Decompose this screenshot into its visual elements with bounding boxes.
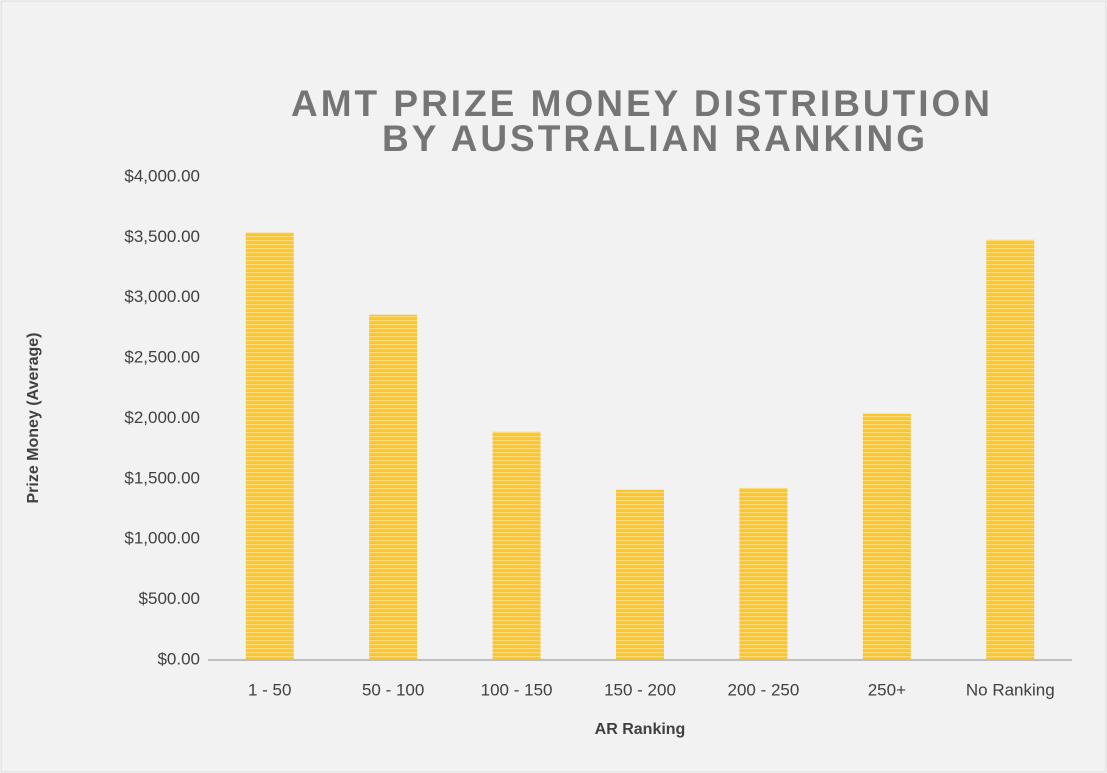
x-tick-label: 150 - 200 — [604, 680, 676, 699]
y-tick-label: $1,500.00 — [124, 468, 200, 487]
bar — [986, 239, 1035, 661]
x-tick-label: 1 - 50 — [248, 680, 291, 699]
x-axis-title: AR Ranking — [595, 721, 686, 738]
y-tick-label: $2,000.00 — [124, 408, 200, 427]
y-axis-title: Prize Money (Average) — [25, 332, 42, 503]
x-tick-label: 200 - 250 — [728, 680, 800, 699]
x-tick-label: 50 - 100 — [362, 680, 424, 699]
y-tick-label: $1,000.00 — [124, 529, 200, 548]
bar — [245, 232, 294, 661]
x-tick-label: 100 - 150 — [481, 680, 553, 699]
chart-title: BY AUSTRALIAN RANKING — [382, 118, 928, 159]
x-tick-label: No Ranking — [966, 680, 1055, 699]
y-tick-label: $4,000.00 — [124, 166, 200, 185]
bar — [739, 487, 788, 660]
y-tick-label: $2,500.00 — [124, 348, 200, 367]
bar — [492, 431, 541, 660]
bar — [862, 413, 911, 660]
y-tick-label: $3,500.00 — [124, 227, 200, 246]
x-tick-label: 250+ — [868, 680, 906, 699]
y-tick-label: $500.00 — [139, 589, 200, 608]
bar — [616, 489, 664, 660]
y-tick-label: $3,000.00 — [124, 287, 200, 306]
bar — [369, 314, 418, 660]
chart-title: AMT PRIZE MONEY DISTRIBUTION — [291, 83, 993, 124]
y-tick-label: $0.00 — [157, 649, 200, 668]
